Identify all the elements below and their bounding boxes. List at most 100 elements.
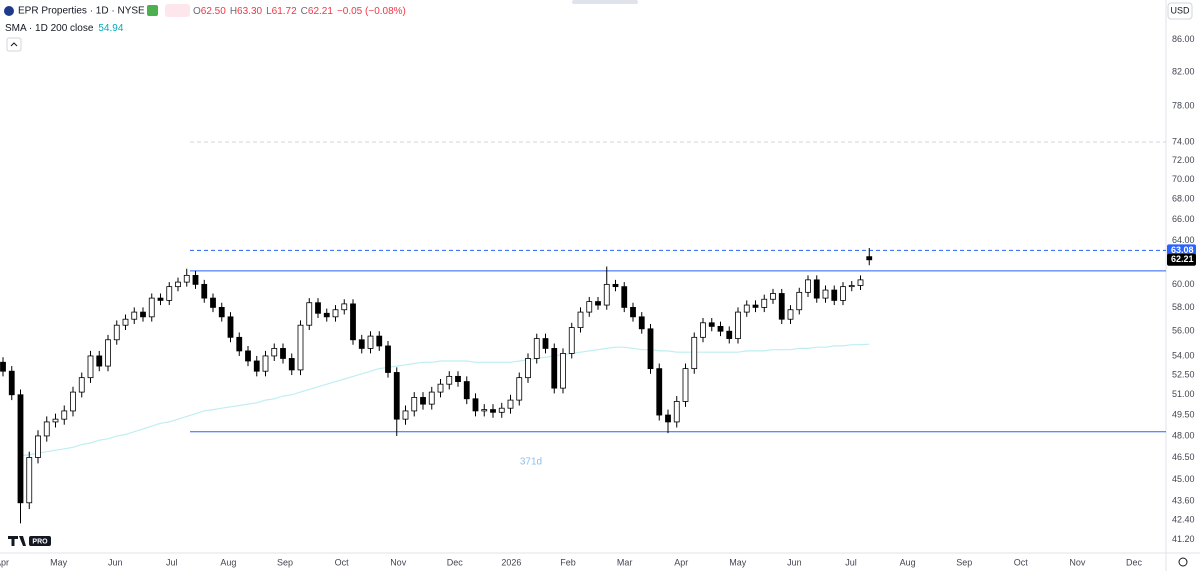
candle-body (288, 358, 295, 371)
candle-body (43, 421, 50, 437)
candle-body (717, 326, 724, 332)
candle-body (507, 399, 514, 409)
y-tick-label: 48.00 (1172, 430, 1195, 440)
candle-body (280, 348, 286, 359)
symbol-title[interactable]: EPR Properties · 1D · NYSE (18, 6, 145, 17)
x-tick-label: 2026 (501, 557, 521, 567)
candle-body (105, 339, 111, 367)
candle-body (822, 289, 829, 299)
candle-body (621, 286, 628, 308)
x-tick-label: Feb (560, 557, 576, 567)
candle-body (840, 286, 846, 301)
candle-body (376, 335, 383, 347)
y-tick-label: 74.00 (1172, 136, 1195, 146)
candle-body (332, 309, 339, 318)
candle-body (516, 377, 523, 401)
price-label: 62.21 (1171, 254, 1194, 264)
candle-body (52, 418, 59, 423)
y-tick-label: 66.00 (1172, 214, 1195, 224)
candle-body (595, 301, 601, 306)
logo-badge (29, 536, 51, 546)
x-tick-label: Aug (900, 557, 916, 567)
candle-body (131, 311, 138, 320)
x-tick-label: Jun (787, 557, 802, 567)
x-tick-label: Dec (1126, 557, 1143, 567)
y-tick-label: 45.00 (1172, 474, 1195, 484)
x-tick-label: Sep (956, 557, 972, 567)
ohlc-legend: O62.50 H63.30 L61.72 C62.21 −0.05 (−0.08%) (193, 6, 406, 17)
candle-body (341, 303, 348, 311)
candle-body (446, 375, 453, 385)
candle-body (831, 289, 838, 301)
candle-body (752, 304, 759, 308)
candle-body (358, 339, 365, 349)
candle-body (253, 360, 260, 372)
candle-body (647, 328, 654, 370)
candle-body (560, 353, 566, 389)
candle-body (726, 330, 733, 339)
y-tick-label: 68.00 (1172, 194, 1195, 204)
candle-body (770, 293, 776, 300)
logo-text: PRO (32, 538, 48, 545)
candle-body (796, 291, 803, 311)
currency-label[interactable]: USD (1170, 5, 1190, 15)
range-annotation: 371d (520, 457, 542, 468)
candle-body (8, 370, 15, 396)
candle-body (148, 297, 155, 318)
indicator-name: SMA · 1D 200 close (5, 23, 94, 34)
y-tick-label: 78.00 (1172, 101, 1195, 111)
toolbar-handle[interactable] (572, 0, 638, 4)
x-tick-label: Nov (1069, 557, 1086, 567)
collapse-button[interactable] (6, 37, 22, 52)
candle-body (533, 338, 540, 359)
indicator-legend[interactable]: SMA · 1D 200 close 54.94 (5, 23, 124, 34)
candle-body (490, 409, 496, 413)
settings-icon[interactable] (1178, 557, 1188, 567)
candle-body (481, 409, 488, 412)
candle-body (700, 322, 706, 338)
status-icon (147, 5, 158, 16)
symbol-logo (4, 6, 14, 16)
ohlc-key: H (230, 6, 237, 17)
x-tick-label: Mar (617, 557, 633, 567)
candle-body (87, 355, 94, 379)
candle-body (787, 309, 794, 320)
x-tick-label: Aug (220, 557, 236, 567)
y-tick-label: 56.00 (1172, 326, 1195, 336)
x-tick-label: Apr (0, 557, 9, 567)
y-tick-label: 42.40 (1172, 515, 1195, 525)
y-tick-label: 60.00 (1172, 279, 1195, 289)
candle-body (542, 338, 549, 349)
x-tick-label: May (50, 557, 68, 567)
ohlc-key: L (266, 6, 272, 17)
candle-body (420, 397, 426, 405)
candle-body (236, 336, 243, 352)
candle-body (78, 377, 85, 393)
candle-body (630, 307, 636, 318)
candle-body (568, 327, 575, 354)
y-tick-label: 72.00 (1172, 155, 1195, 165)
candle-body (70, 391, 76, 412)
candle-body (218, 307, 225, 318)
candle-body (402, 410, 409, 420)
candle-body (866, 256, 873, 261)
x-tick-label: May (729, 557, 747, 567)
candle-body (201, 283, 208, 299)
candle-body (297, 324, 304, 371)
candle-body (192, 274, 199, 285)
candle-body (245, 350, 251, 362)
candle-body (761, 298, 768, 308)
candle-body (122, 318, 129, 326)
x-tick-label: Apr (674, 557, 688, 567)
candle-body (323, 312, 330, 318)
candle-body (665, 414, 671, 423)
y-tick-label: 41.20 (1172, 534, 1195, 544)
candle-body (638, 316, 645, 330)
y-tick-label: 49.50 (1172, 409, 1195, 419)
candle-body (463, 381, 470, 400)
ohlc-value: 61.72 (272, 6, 297, 17)
price-label-box (1167, 253, 1196, 266)
candle-body (26, 457, 33, 504)
currency-button[interactable] (1167, 2, 1193, 20)
